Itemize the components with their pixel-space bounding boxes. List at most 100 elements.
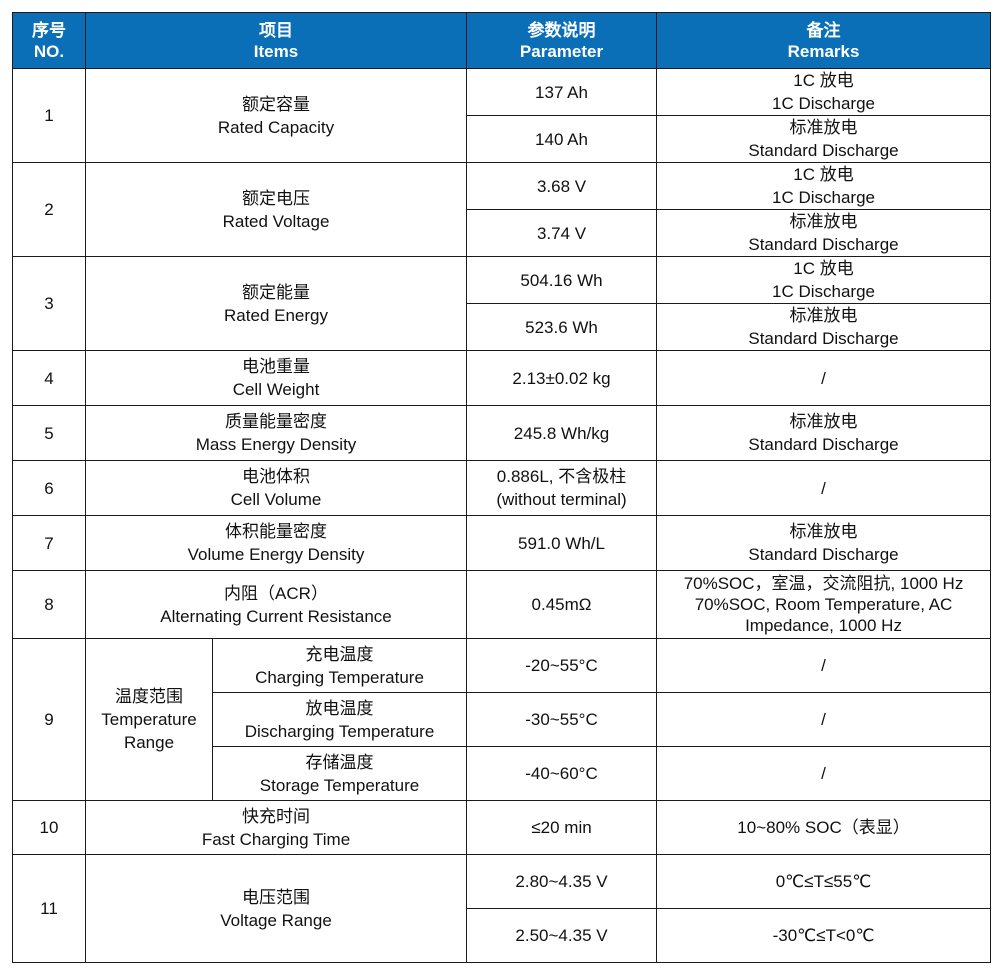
spec-table: 序号 NO. 项目 Items 参数说明 Parameter 备注 Remark… bbox=[12, 12, 992, 963]
header-parameter-zh: 参数说明 bbox=[527, 20, 596, 40]
parameter-line-2: (without terminal) bbox=[496, 490, 627, 509]
item-en: Alternating Current Resistance bbox=[160, 606, 392, 626]
header-remarks-en: Remarks bbox=[787, 41, 860, 61]
item-en-line-2: Range bbox=[123, 733, 175, 752]
item-en: Fast Charging Time bbox=[201, 829, 351, 849]
table-row: 3 额定能量 Rated Energy 504.16 Wh 1C 放电 1C D… bbox=[12, 256, 992, 351]
item-zh: 额定能量 bbox=[242, 282, 310, 302]
header-remarks-zh: 备注 bbox=[806, 20, 841, 40]
row-number: 5 bbox=[12, 405, 86, 461]
item-en: Volume Energy Density bbox=[187, 545, 365, 564]
remarks-cell: 标准放电 Standard Discharge bbox=[656, 515, 992, 571]
item-cell: 体积能量密度 Volume Energy Density bbox=[84, 515, 468, 571]
table-row: 放电温度 Discharging Temperature -30~55°C / bbox=[13, 692, 992, 747]
remarks-cell: 70%SOC，室温，交流阻抗, 1000 Hz 70%SOC, Room Tem… bbox=[656, 570, 992, 639]
remarks-en: Standard Discharge bbox=[748, 435, 899, 454]
row-number: 11 bbox=[12, 854, 86, 963]
item-cell: 质量能量密度 Mass Energy Density bbox=[84, 405, 468, 461]
sub-item-cell: 充电温度 Charging Temperature bbox=[211, 638, 468, 693]
parameter-cell: 591.0 Wh/L bbox=[466, 515, 658, 571]
sub-item-en: Discharging Temperature bbox=[244, 721, 435, 741]
sub-item-en: Charging Temperature bbox=[255, 667, 424, 687]
item-cell: 快充时间 Fast Charging Time bbox=[84, 800, 468, 855]
row-number: 3 bbox=[12, 256, 86, 351]
table-row: 2.50~4.35 V -30℃≤T<0℃ bbox=[13, 908, 992, 963]
header-parameter-en: Parameter bbox=[519, 41, 604, 61]
sub-item-zh: 存储温度 bbox=[305, 752, 374, 772]
remarks-zh: 1C 放电 bbox=[793, 165, 854, 184]
remarks-cell: 1C 放电 1C Discharge bbox=[656, 162, 992, 210]
table-row: 523.6 Wh 标准放电 Standard Discharge bbox=[13, 303, 992, 351]
remarks-cell: 10~80% SOC（表显） bbox=[656, 800, 992, 855]
remarks-cell: -30℃≤T<0℃ bbox=[656, 908, 992, 963]
table-row: 2 额定电压 Rated Voltage 3.68 V 1C 放电 1C Dis… bbox=[12, 162, 992, 257]
remarks-en: Standard Discharge bbox=[748, 329, 899, 348]
item-cell: 电池体积 Cell Volume bbox=[84, 460, 468, 516]
item-cell: 电压范围 Voltage Range bbox=[84, 854, 468, 963]
header-items-en: Items bbox=[253, 41, 299, 61]
parameter-cell: 504.16 Wh bbox=[466, 256, 658, 304]
remarks-zh: 标准放电 bbox=[789, 118, 858, 137]
remarks-en: 1C Discharge bbox=[772, 282, 876, 301]
row-number: 1 bbox=[12, 68, 86, 163]
remarks-en: Standard Discharge bbox=[748, 141, 899, 160]
remarks-zh: 标准放电 bbox=[789, 412, 858, 431]
parameter-cell: 0.45mΩ bbox=[466, 570, 658, 639]
table-row: 11 电压范围 Voltage Range 2.80~4.35 V 0℃≤T≤5… bbox=[12, 854, 992, 963]
item-en: Cell Weight bbox=[232, 380, 320, 399]
item-zh: 额定电压 bbox=[242, 188, 310, 208]
header-items-zh: 项目 bbox=[259, 20, 293, 40]
parameter-cell: 2.50~4.35 V bbox=[466, 908, 658, 963]
item-zh: 额定容量 bbox=[242, 94, 310, 114]
parameter-cell: 3.74 V bbox=[466, 209, 658, 257]
header-no-zh: 序号 bbox=[32, 20, 66, 40]
parameter-cell: 3.68 V bbox=[466, 162, 658, 210]
item-zh: 快充时间 bbox=[242, 806, 310, 826]
remarks-cell: 标准放电 Standard Discharge bbox=[656, 115, 992, 163]
table-row: 140 Ah 标准放电 Standard Discharge bbox=[13, 115, 992, 163]
parameter-cell: 2.13±0.02 kg bbox=[466, 350, 658, 406]
row-number: 2 bbox=[12, 162, 86, 257]
remarks-en: Standard Discharge bbox=[748, 235, 899, 254]
remarks-cell: / bbox=[656, 460, 992, 516]
parameter-cell: 140 Ah bbox=[466, 115, 658, 163]
remarks-cell: / bbox=[656, 746, 992, 801]
item-en: Rated Capacity bbox=[217, 117, 335, 137]
table-row: 4 电池重量 Cell Weight 2.13±0.02 kg / bbox=[12, 350, 992, 406]
item-cell: 额定能量 Rated Energy bbox=[84, 256, 468, 351]
remarks-en: 1C Discharge bbox=[772, 94, 876, 113]
item-zh: 电池体积 bbox=[242, 467, 310, 486]
row-number: 6 bbox=[12, 460, 86, 516]
sub-item-en: Storage Temperature bbox=[259, 775, 420, 795]
remarks-cell: 标准放电 Standard Discharge bbox=[656, 209, 992, 257]
parameter-cell: -40~60°C bbox=[466, 746, 658, 801]
remarks-cell: 标准放电 Standard Discharge bbox=[656, 405, 992, 461]
table-row: 8 内阻（ACR） Alternating Current Resistance… bbox=[12, 570, 992, 639]
row-number: 10 bbox=[12, 800, 86, 855]
sub-item-zh: 充电温度 bbox=[305, 644, 374, 664]
remarks-cell: 1C 放电 1C Discharge bbox=[656, 256, 992, 304]
remarks-cell: / bbox=[656, 350, 992, 406]
table-row: 10 快充时间 Fast Charging Time ≤20 min 10~80… bbox=[12, 800, 992, 855]
table-row: 3.74 V 标准放电 Standard Discharge bbox=[13, 209, 992, 257]
remarks-en: Standard Discharge bbox=[748, 545, 899, 564]
parameter-line-1: 0.886L, 不含极柱 bbox=[496, 467, 627, 486]
table-row: 5 质量能量密度 Mass Energy Density 245.8 Wh/kg… bbox=[12, 405, 992, 461]
item-en: Rated Energy bbox=[224, 305, 328, 325]
item-cell: 温度范围 Temperature Range bbox=[85, 638, 213, 801]
parameter-cell: ≤20 min bbox=[466, 800, 658, 855]
item-en: Voltage Range bbox=[220, 910, 332, 930]
item-en: Rated Voltage bbox=[222, 211, 330, 231]
table-row: 1 额定容量 Rated Capacity 137 Ah 1C 放电 1C Di… bbox=[12, 68, 992, 163]
header-remarks: 备注 Remarks bbox=[656, 12, 992, 69]
remarks-cell: / bbox=[656, 692, 992, 747]
parameter-cell: 523.6 Wh bbox=[466, 303, 658, 351]
table-row: 7 体积能量密度 Volume Energy Density 591.0 Wh/… bbox=[12, 515, 992, 571]
table-row: 9 温度范围 Temperature Range 充电温度 Charging T… bbox=[12, 638, 992, 801]
item-cell: 额定电压 Rated Voltage bbox=[84, 162, 468, 257]
item-cell: 额定容量 Rated Capacity bbox=[84, 68, 468, 163]
item-zh: 电压范围 bbox=[242, 887, 310, 907]
remarks-zh: 1C 放电 bbox=[793, 71, 854, 90]
parameter-cell: 245.8 Wh/kg bbox=[466, 405, 658, 461]
row-number: 7 bbox=[12, 515, 86, 571]
